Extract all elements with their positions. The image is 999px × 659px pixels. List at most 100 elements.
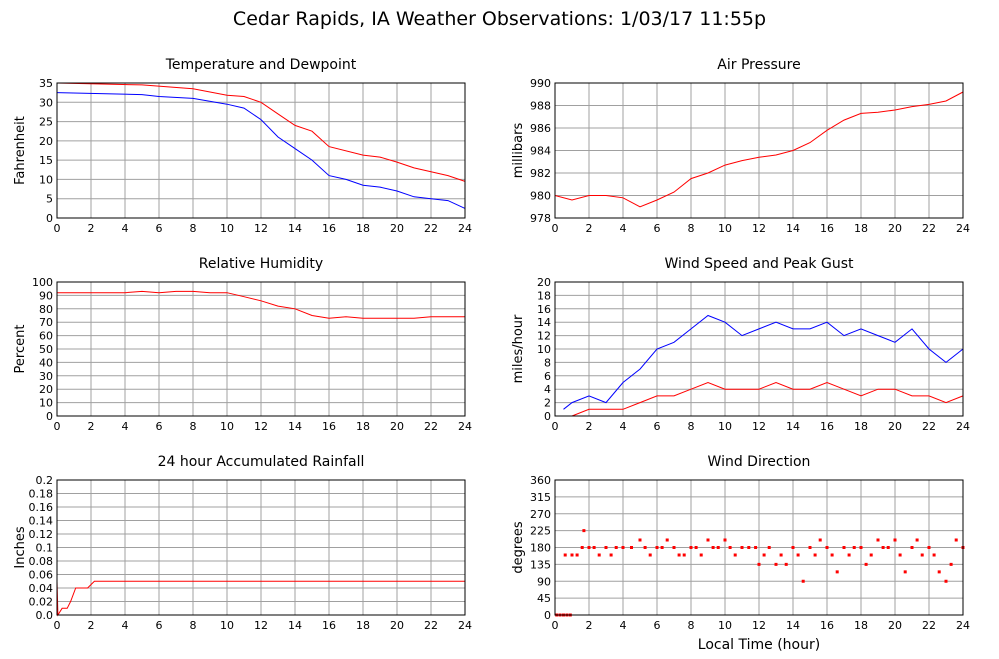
direction-point [852,546,856,549]
rain-x-tick-label: 24 [458,619,472,632]
pressure-y-tick-label: 988 [530,100,551,113]
pressure-x-tick-label: 24 [956,222,970,235]
rain-x-tick-label: 20 [390,619,404,632]
direction-point [711,546,715,549]
direction-point [643,546,647,549]
direction-point [818,538,822,542]
direction-point [563,553,567,557]
temp-x-tick-label: 10 [220,222,234,235]
direction-point [630,546,633,549]
rain-x-tick-label: 0 [54,619,61,632]
direction-point [660,546,664,549]
rh-x-tick-label: 8 [190,420,197,433]
direction-point [932,553,936,557]
pressure-x-tick-label: 2 [586,222,593,235]
direction-point [582,529,586,533]
temp-x-tick-label: 12 [254,222,268,235]
rh-x-tick-label: 16 [322,420,336,433]
data-layer [56,82,965,617]
wind-y-axis-label: miles/hour [511,314,526,383]
direction-point [881,546,885,549]
direction-point [767,546,771,549]
temp-y-tick-label: 25 [39,116,53,129]
direction-point [597,553,601,557]
temp-x-tick-label: 8 [190,222,197,235]
pressure-x-tick-label: 4 [620,222,627,235]
rain-x-tick-label: 2 [88,619,95,632]
direction-point [682,553,686,557]
direction-point [716,546,720,549]
rain-plot-frame [56,479,466,616]
pressure-x-tick-label: 14 [786,222,800,235]
temp-x-tick-label: 4 [122,222,129,235]
direction-point [728,546,732,549]
direction-point [869,553,873,557]
temp-x-tick-label: 22 [424,222,438,235]
direction-point [927,546,931,549]
rh-y-tick-label: 30 [39,370,53,383]
direction-y-tick-label: 180 [530,542,551,555]
wind-series-red-line [571,381,964,417]
wind-x-tick-label: 0 [552,420,559,433]
rh-series-red-line [57,290,465,319]
direction-point [784,562,788,566]
direction-point [898,553,902,557]
direction-point [733,553,737,557]
direction-x-tick-label: 20 [888,619,902,632]
direction-chart-title: Wind Direction [708,454,811,470]
direction-x-tick-label: 12 [752,619,766,632]
direction-point [859,546,863,549]
rain-y-tick-label: 0.06 [29,569,54,582]
wind-y-tick-label: 12 [537,330,551,343]
wind-y-tick-label: 2 [544,397,551,410]
rh-y-tick-label: 0 [46,410,53,423]
rain-series-red-line [56,580,465,617]
direction-point [699,553,703,557]
direction-y-tick-label: 360 [530,474,551,487]
wind-x-tick-label: 4 [620,420,627,433]
rh-y-tick-label: 60 [39,330,53,343]
rain-y-tick-label: 0.1 [36,542,54,555]
direction-x-tick-label: 16 [820,619,834,632]
wind-y-tick-label: 6 [544,370,551,383]
text-layer: 0 2 4 6 8 10 12 14 16 18 20 22 2405101520253035Tempe… [13,57,970,653]
pressure-y-tick-label: 984 [530,145,551,158]
direction-point [723,538,727,542]
page-title: Cedar Rapids, IA Weather Observations: 1… [232,8,767,30]
direction-point [876,538,880,542]
temp-x-tick-label: 18 [356,222,370,235]
temp-x-tick-label: 20 [390,222,404,235]
pressure-x-tick-label: 0 [552,222,559,235]
temp-x-tick-label: 0 [54,222,61,235]
direction-point [754,546,758,549]
direction-point [830,553,834,557]
wind-y-tick-label: 16 [537,303,551,316]
temp-chart-title: Temperature and Dewpoint [165,57,357,73]
wind-plot-frame [554,281,964,417]
wind-x-tick-label: 14 [786,420,800,433]
rain-chart-title: 24 hour Accumulated Rainfall [158,454,365,470]
rain-y-tick-label: 0.02 [29,596,54,609]
rh-y-tick-label: 100 [32,276,53,289]
wind-x-tick-label: 8 [688,420,695,433]
rh-y-tick-label: 90 [39,289,53,302]
direction-point [706,538,710,542]
wind-x-tick-label: 12 [752,420,766,433]
rain-x-tick-label: 22 [424,619,438,632]
direction-x-tick-label: 10 [718,619,732,632]
wind-y-tick-label: 8 [544,356,551,369]
direction-point [604,546,608,549]
pressure-y-tick-label: 982 [530,167,551,180]
direction-point [835,570,839,574]
rh-x-tick-label: 12 [254,420,268,433]
rain-x-tick-label: 18 [356,619,370,632]
direction-point [954,538,958,542]
direction-x-tick-label: 2 [586,619,593,632]
rh-y-tick-label: 10 [39,397,53,410]
rh-x-tick-label: 22 [424,420,438,433]
rh-x-tick-label: 10 [220,420,234,433]
rain-x-tick-label: 4 [122,619,129,632]
temp-y-tick-label: 15 [39,154,53,167]
rh-x-tick-label: 20 [390,420,404,433]
